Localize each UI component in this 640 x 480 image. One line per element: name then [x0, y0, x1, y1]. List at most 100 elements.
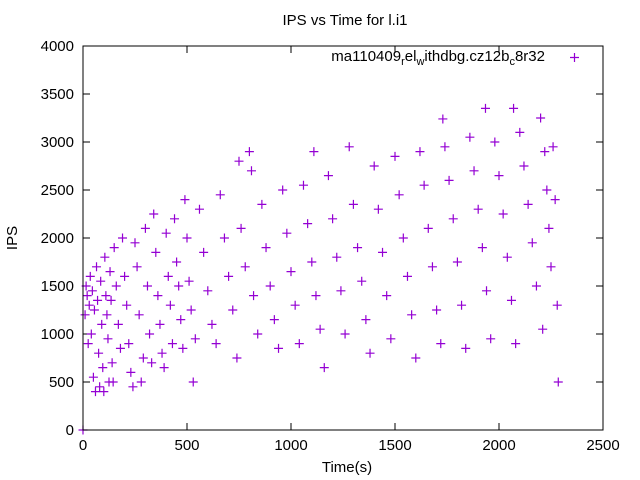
data-point	[113, 319, 123, 329]
data-point	[155, 319, 165, 329]
data-point	[540, 147, 550, 157]
data-point	[118, 233, 128, 243]
data-point	[332, 252, 342, 262]
data-point	[407, 310, 417, 320]
data-point	[134, 310, 144, 320]
data-point	[494, 171, 504, 181]
data-point	[176, 315, 186, 325]
data-point	[228, 305, 238, 315]
data-point	[122, 300, 132, 310]
data-point	[165, 300, 175, 310]
data-point	[244, 147, 254, 157]
data-point	[87, 286, 97, 296]
data-point	[394, 190, 404, 200]
data-point	[111, 281, 121, 291]
y-tick-label: 1500	[41, 278, 74, 295]
x-tick-label: 1500	[378, 437, 411, 454]
y-tick-label: 2000	[41, 230, 74, 247]
data-point	[386, 334, 396, 344]
data-point	[278, 185, 288, 195]
data-point	[444, 175, 454, 185]
data-point	[298, 180, 308, 190]
data-point	[101, 291, 111, 301]
data-point	[84, 300, 94, 310]
data-point	[461, 343, 471, 353]
axis-ticks: 0 500 1000 1500 2000 2500 3000 3500 4000 0 500 1000…	[41, 38, 620, 454]
data-point	[519, 161, 529, 171]
data-point	[361, 315, 371, 325]
data-point	[480, 103, 490, 113]
x-tick-label: 1000	[274, 437, 307, 454]
data-point	[477, 243, 487, 253]
data-point	[303, 219, 313, 229]
data-point	[415, 147, 425, 157]
data-point	[498, 209, 508, 219]
data-point	[103, 334, 113, 344]
data-point	[307, 257, 317, 267]
data-point	[315, 324, 325, 334]
data-point	[234, 156, 244, 166]
data-point	[548, 142, 558, 152]
data-point	[382, 291, 392, 301]
data-point	[89, 305, 99, 315]
data-point	[94, 348, 104, 358]
data-point	[236, 223, 246, 233]
data-point	[100, 252, 110, 262]
data-point	[546, 262, 556, 272]
data-point	[180, 195, 190, 205]
data-point	[427, 262, 437, 272]
data-point	[232, 353, 242, 363]
data-point	[261, 243, 271, 253]
data-point	[290, 300, 300, 310]
data-point	[373, 204, 383, 214]
data-point	[348, 199, 358, 209]
data-point	[126, 367, 136, 377]
y-tick-label: 500	[49, 374, 74, 391]
data-point	[357, 276, 367, 286]
data-point	[224, 271, 234, 281]
data-point	[294, 339, 304, 349]
data-point	[199, 247, 209, 257]
data-point	[544, 223, 554, 233]
data-point	[365, 348, 375, 358]
data-point	[142, 281, 152, 291]
data-point	[174, 281, 184, 291]
data-point	[145, 329, 155, 339]
data-point	[438, 114, 448, 124]
data-point	[523, 199, 533, 209]
data-point	[423, 223, 433, 233]
x-tick-label: 0	[79, 437, 87, 454]
legend: ma110409relwithdbg.cz12bc8r32	[331, 48, 579, 68]
data-point	[105, 267, 115, 277]
data-point	[207, 319, 217, 329]
data-point	[411, 353, 421, 363]
data-point	[419, 180, 429, 190]
data-point	[86, 329, 96, 339]
data-point	[448, 214, 458, 224]
data-point	[184, 276, 194, 286]
data-point	[265, 281, 275, 291]
data-point	[203, 286, 213, 296]
data-point	[170, 214, 180, 224]
data-point	[215, 190, 225, 200]
data-point	[452, 257, 462, 267]
data-point	[246, 166, 256, 176]
data-point	[188, 377, 198, 387]
data-point	[128, 382, 138, 392]
data-point	[249, 291, 259, 301]
data-point	[124, 339, 134, 349]
x-tick-label: 500	[174, 437, 199, 454]
data-points	[78, 103, 563, 435]
data-point	[147, 358, 157, 368]
data-point	[157, 348, 167, 358]
data-point	[132, 262, 142, 272]
data-point	[282, 228, 292, 238]
data-point	[120, 271, 130, 281]
x-tick-label: 2000	[482, 437, 515, 454]
data-point	[130, 238, 140, 248]
data-point	[153, 291, 163, 301]
data-point	[490, 137, 500, 147]
data-point	[109, 243, 119, 253]
data-point	[311, 291, 321, 301]
